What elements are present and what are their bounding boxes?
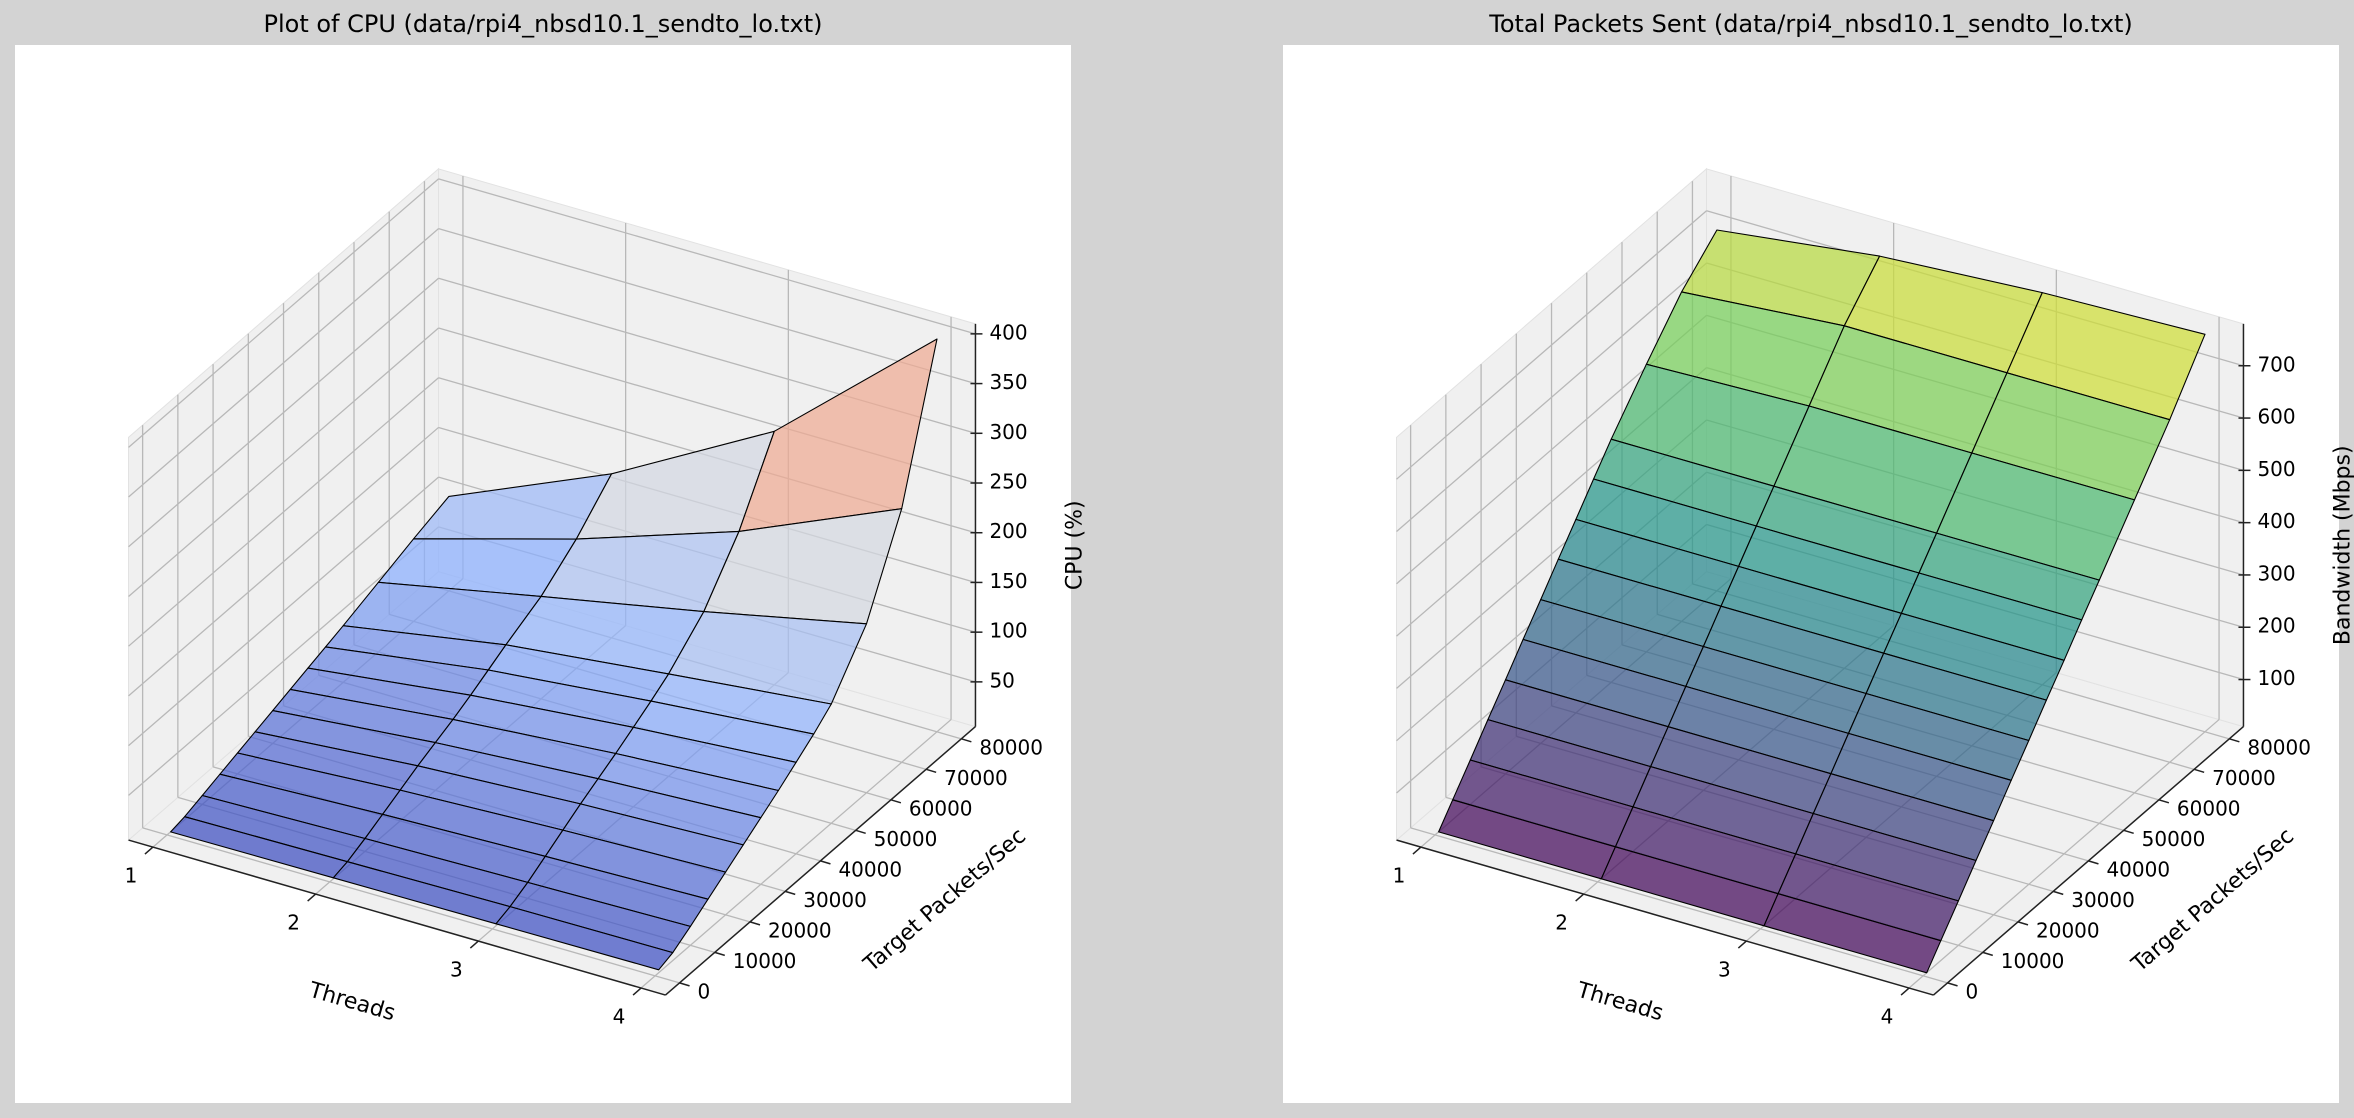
y-tick-label: 0: [698, 979, 711, 1003]
grid-line: [128, 476, 439, 747]
x-axis: [1396, 839, 1934, 996]
x-tick: [1575, 893, 1585, 902]
y-tick-label: 50000: [2142, 827, 2206, 851]
x-tick-label: 1: [125, 864, 138, 888]
y-tick: [1947, 982, 1958, 987]
z-tick-label: 600: [2257, 405, 2295, 429]
x-tick: [1412, 846, 1422, 855]
y-tick: [925, 768, 937, 774]
x-tick-label: 3: [1718, 958, 1731, 982]
x-tick: [1737, 940, 1747, 949]
y-tick: [2229, 738, 2240, 743]
z-tick-label: 300: [2257, 561, 2295, 585]
y-tick-label: 60000: [909, 796, 973, 820]
y-tick-label: 60000: [2177, 796, 2241, 820]
y-tick-label: 10000: [733, 949, 797, 973]
z-tick-label: 700: [2257, 352, 2295, 376]
y-tick-label: 20000: [2036, 918, 2100, 942]
y-tick: [749, 921, 761, 926]
z-tick-label: 500: [2257, 457, 2295, 481]
grid-line: [128, 377, 439, 647]
grid-line: [438, 227, 976, 385]
y-tick: [2017, 921, 2029, 926]
y-tick: [820, 860, 831, 865]
grid-line: [128, 426, 439, 697]
chart-panel: Plot of CPU (data/rpi4_nbsd10.1_sendto_l…: [15, 10, 1087, 1103]
surface-patch: [495, 906, 674, 971]
y-tick-label: 30000: [803, 888, 867, 912]
y-tick: [890, 799, 902, 804]
chart-title: Total Packets Sent (data/rpi4_nbsd10.1_s…: [1488, 10, 2133, 38]
z-tick-label: 100: [2257, 666, 2295, 690]
y-tick: [714, 951, 725, 957]
y-tick: [1982, 951, 1993, 957]
y-tick: [2088, 860, 2099, 865]
z-axis-label: CPU (%): [1062, 500, 1087, 590]
x-tick: [307, 893, 317, 902]
y-tick: [2123, 829, 2134, 835]
y-tick: [855, 829, 866, 835]
x-tick-label: 1: [1393, 864, 1406, 888]
y-tick-label: 50000: [874, 827, 938, 851]
z-tick-label: 200: [2257, 614, 2295, 638]
x-tick-label: 4: [1881, 1005, 1894, 1029]
y-tick-label: 80000: [979, 735, 1043, 759]
y-tick-label: 40000: [838, 857, 902, 881]
y-tick: [785, 890, 796, 896]
y-tick-label: 30000: [2071, 888, 2135, 912]
grid-line: [128, 277, 439, 548]
chart-panel: Total Packets Sent (data/rpi4_nbsd10.1_s…: [1283, 10, 2354, 1103]
grid-line: [128, 228, 439, 498]
grid-line: [128, 178, 439, 448]
grid-line: [142, 827, 680, 984]
grid-line: [128, 327, 439, 597]
z-tick-label: 200: [989, 519, 1027, 543]
z-axis-label: Bandwidth (Mbps): [2330, 445, 2354, 645]
grid-line: [438, 178, 976, 335]
x-tick: [469, 940, 479, 949]
z-tick-label: 50: [989, 668, 1014, 692]
x-tick-label: 4: [613, 1005, 626, 1029]
y-tick-label: 10000: [2001, 949, 2065, 973]
z-tick-label: 150: [989, 569, 1027, 593]
z-tick-label: 250: [989, 470, 1027, 494]
z-tick-label: 300: [989, 420, 1027, 444]
y-tick-label: 40000: [2106, 857, 2170, 881]
y-tick-label: 70000: [2212, 766, 2276, 790]
x-tick: [632, 987, 642, 996]
x-tick-label: 2: [287, 911, 300, 935]
grid-line: [1396, 210, 1707, 480]
y-tick: [2158, 799, 2170, 804]
x-tick: [1900, 987, 1910, 996]
grid-line: [1396, 262, 1707, 533]
chart-title: Plot of CPU (data/rpi4_nbsd10.1_sendto_l…: [264, 10, 823, 38]
y-tick-label: 70000: [944, 766, 1008, 790]
z-tick-label: 100: [989, 619, 1027, 643]
z-tick-label: 400: [989, 320, 1027, 344]
y-tick-label: 80000: [2247, 735, 2311, 759]
y-tick-label: 20000: [768, 918, 832, 942]
y-tick: [2053, 890, 2064, 896]
y-tick: [961, 738, 972, 743]
z-tick-label: 350: [989, 370, 1027, 394]
z-tick-label: 400: [2257, 509, 2295, 533]
surface-patch: [1763, 893, 1942, 974]
y-tick: [679, 982, 690, 987]
x-tick: [144, 846, 154, 855]
x-tick-label: 3: [450, 958, 463, 982]
grid-line: [1410, 827, 1948, 984]
x-axis: [128, 839, 666, 996]
y-tick-label: 0: [1966, 979, 1979, 1003]
y-tick: [2193, 768, 2205, 774]
x-tick-label: 2: [1555, 911, 1568, 935]
